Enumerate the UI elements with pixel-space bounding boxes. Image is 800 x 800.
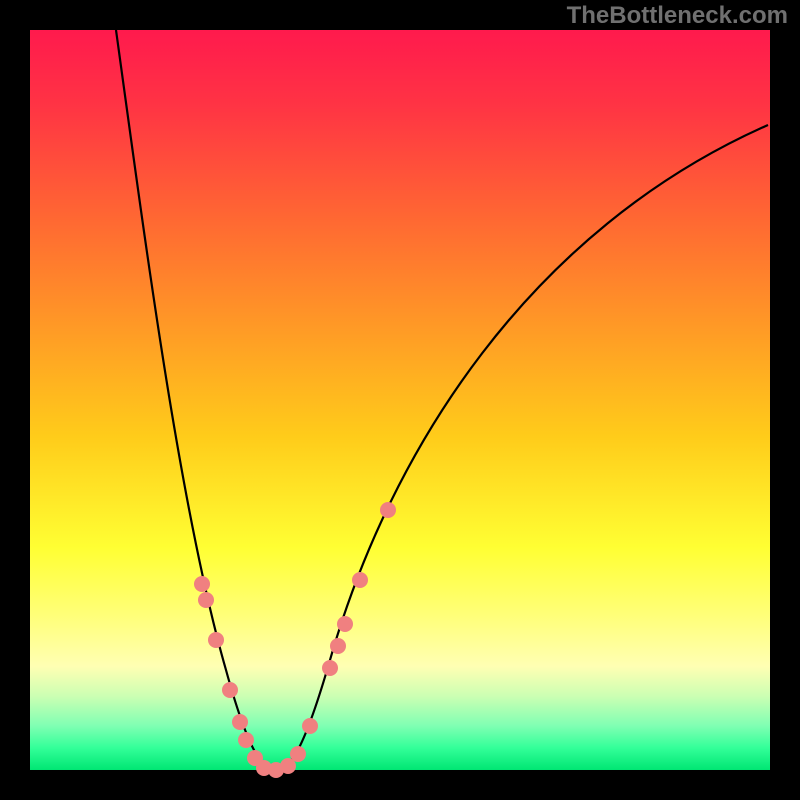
data-point-marker bbox=[238, 732, 254, 748]
plot-area bbox=[30, 30, 770, 778]
data-point-marker bbox=[232, 714, 248, 730]
chart-container: TheBottleneck.com bbox=[0, 0, 800, 800]
data-point-marker bbox=[337, 616, 353, 632]
watermark-text: TheBottleneck.com bbox=[567, 2, 788, 30]
data-point-marker bbox=[302, 718, 318, 734]
data-point-marker bbox=[222, 682, 238, 698]
data-point-marker bbox=[330, 638, 346, 654]
data-point-marker bbox=[194, 576, 210, 592]
data-point-marker bbox=[208, 632, 224, 648]
chart-svg bbox=[0, 0, 800, 800]
data-point-marker bbox=[198, 592, 214, 608]
gradient-background bbox=[30, 30, 770, 770]
data-point-marker bbox=[290, 746, 306, 762]
data-point-marker bbox=[380, 502, 396, 518]
data-point-marker bbox=[352, 572, 368, 588]
data-point-marker bbox=[322, 660, 338, 676]
